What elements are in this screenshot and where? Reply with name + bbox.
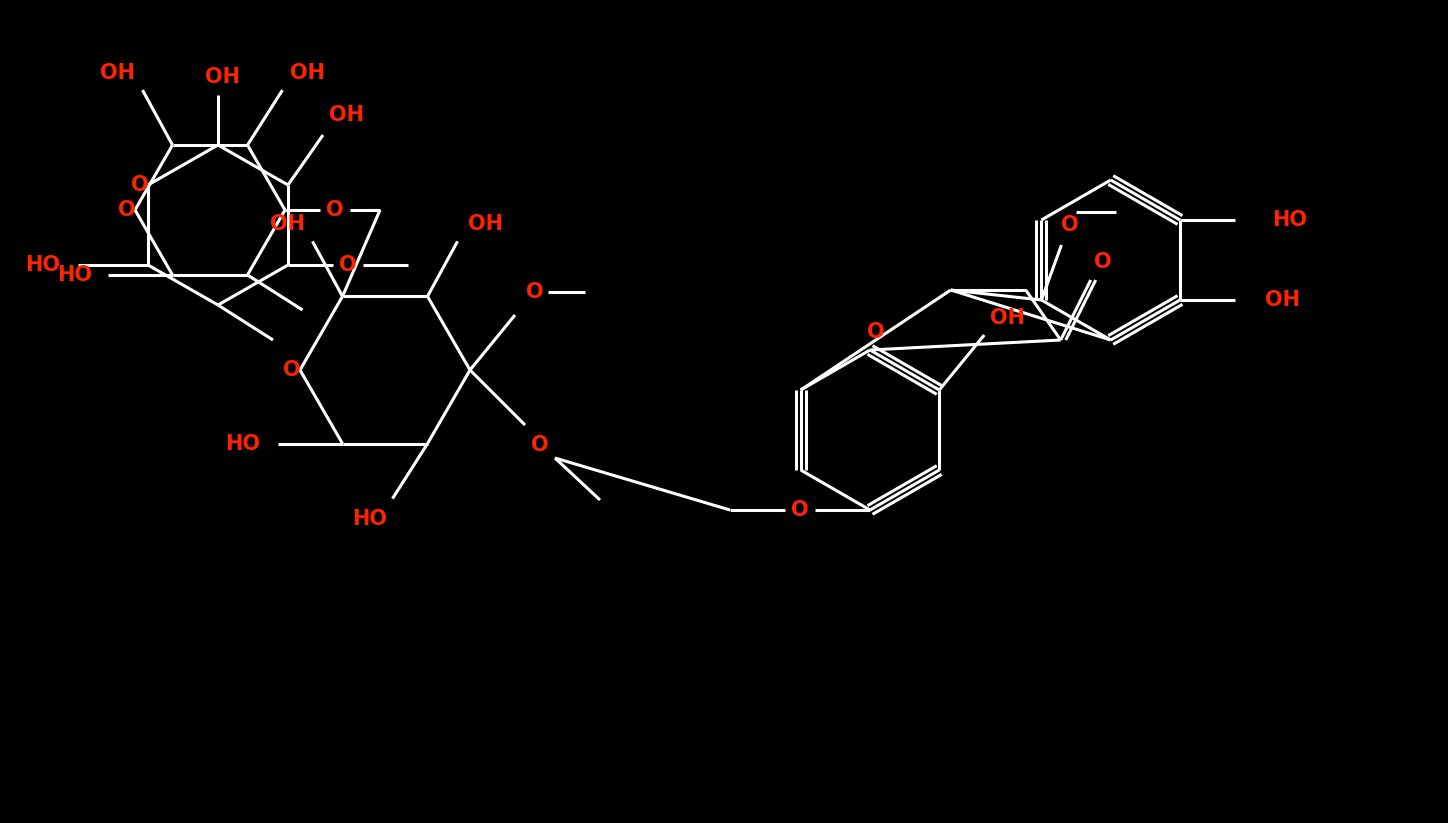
- Text: O: O: [284, 360, 301, 380]
- Text: O: O: [531, 435, 549, 455]
- Text: HO: HO: [1271, 210, 1308, 230]
- Text: OH: OH: [329, 105, 363, 125]
- Text: O: O: [791, 500, 809, 520]
- Text: O: O: [339, 255, 356, 275]
- Text: OH: OH: [269, 214, 306, 235]
- Text: HO: HO: [352, 509, 387, 528]
- Text: OH: OH: [290, 63, 324, 83]
- Text: O: O: [119, 200, 136, 220]
- Text: O: O: [867, 322, 885, 342]
- Text: HO: HO: [56, 265, 93, 285]
- Text: OH: OH: [1266, 290, 1300, 310]
- Text: OH: OH: [990, 308, 1025, 328]
- Text: OH: OH: [206, 67, 240, 87]
- Text: O: O: [1093, 252, 1112, 272]
- Text: O: O: [526, 282, 544, 302]
- Text: O: O: [326, 200, 343, 220]
- Text: HO: HO: [224, 434, 261, 453]
- Text: HO: HO: [26, 255, 61, 275]
- Text: O: O: [1060, 215, 1079, 235]
- Text: OH: OH: [100, 63, 135, 83]
- Text: O: O: [132, 175, 149, 195]
- Text: OH: OH: [468, 214, 502, 235]
